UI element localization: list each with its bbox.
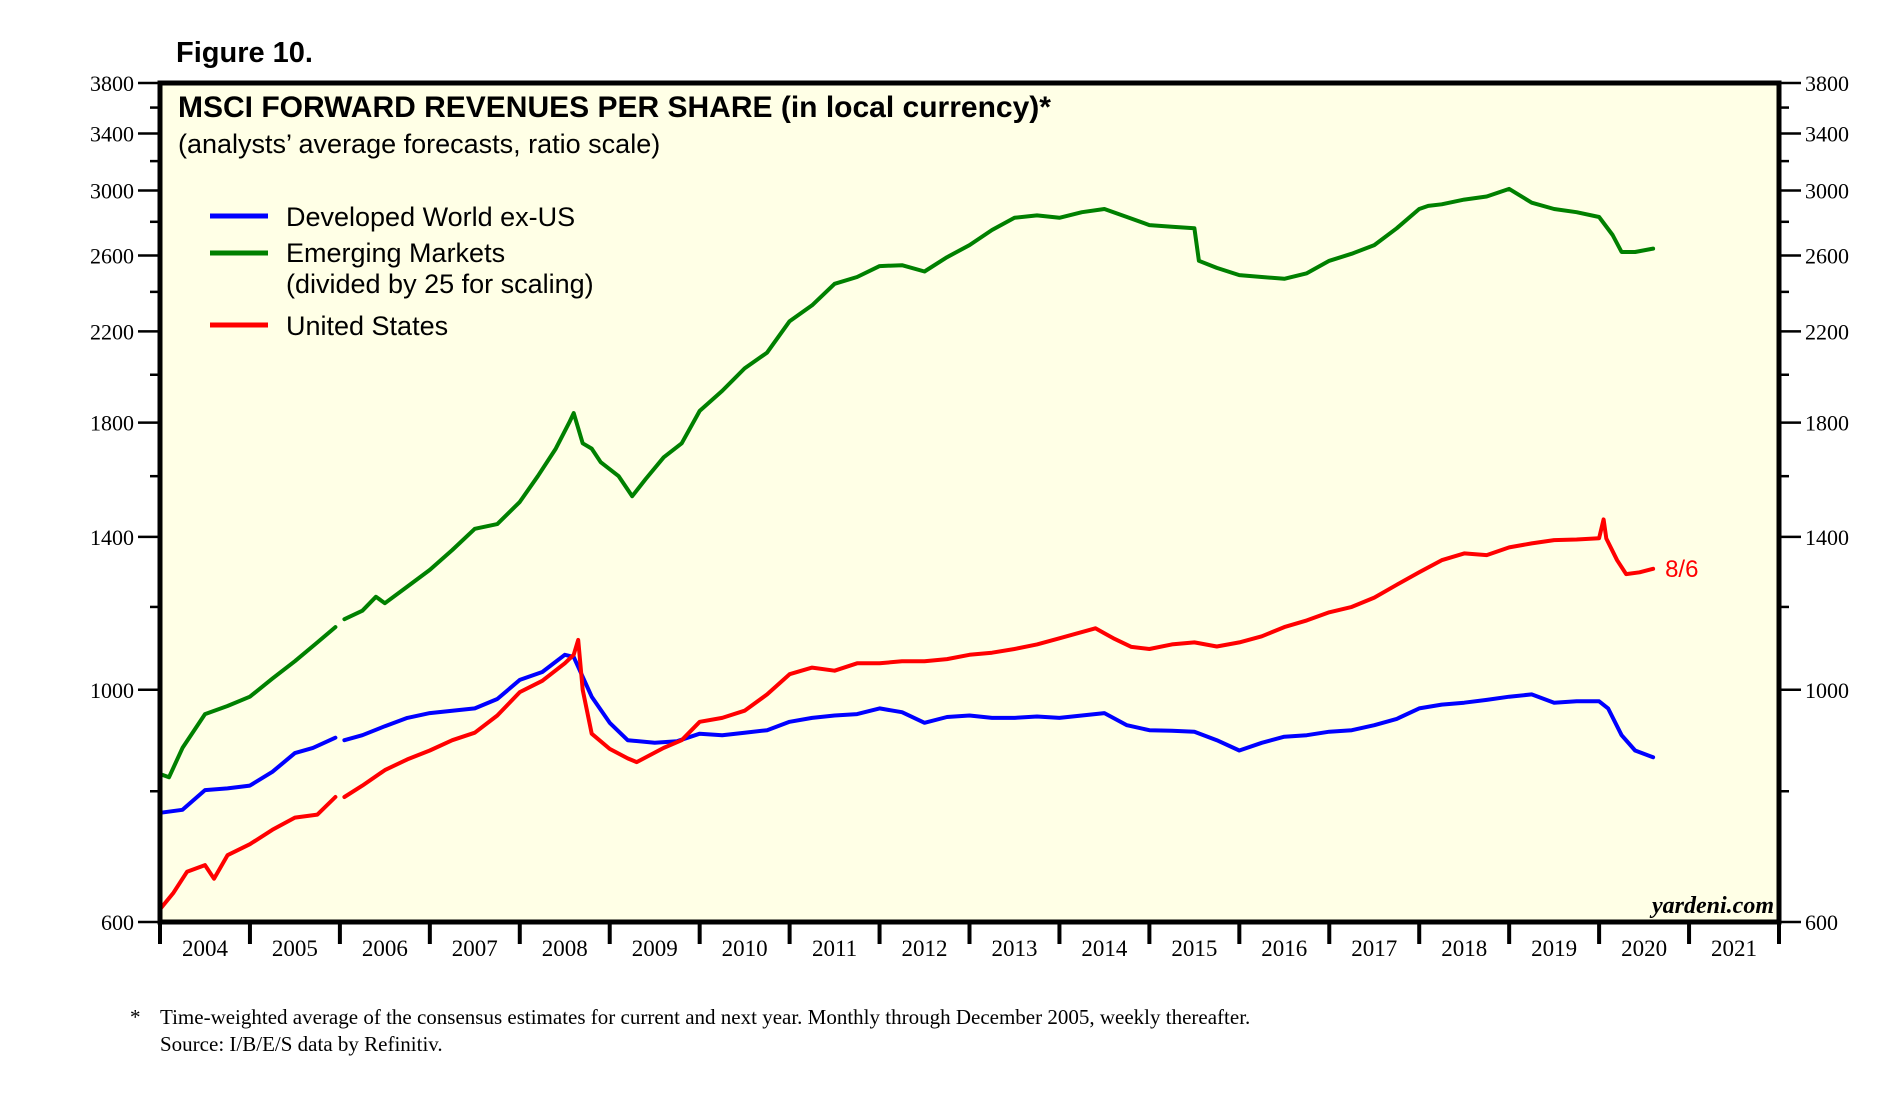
x-tick-label: 2007 bbox=[452, 936, 498, 961]
right-tick-label: 3800 bbox=[1805, 71, 1849, 96]
left-tick-label: 1000 bbox=[90, 678, 134, 703]
x-tick-label: 2005 bbox=[272, 936, 318, 961]
footnote-marker: * bbox=[130, 1005, 141, 1029]
figure-label: Figure 10. bbox=[176, 37, 313, 69]
x-tick-label: 2017 bbox=[1351, 936, 1397, 961]
left-tick-label: 1800 bbox=[90, 411, 134, 436]
left-tick-label: 600 bbox=[101, 910, 134, 935]
x-tick-label: 2006 bbox=[362, 936, 408, 961]
legend: Developed World ex-US Emerging Markets (… bbox=[210, 202, 594, 341]
x-tick-label: 2008 bbox=[542, 936, 588, 961]
right-tick-label: 3000 bbox=[1805, 178, 1849, 203]
right-tick-label: 1400 bbox=[1805, 525, 1849, 550]
x-tick-label: 2012 bbox=[902, 936, 948, 961]
left-tick-label: 1400 bbox=[90, 525, 134, 550]
series-line-developed-world-ex-us bbox=[342, 652, 1656, 760]
right-tick-label: 600 bbox=[1805, 910, 1838, 935]
x-tick-label: 2018 bbox=[1441, 936, 1487, 961]
series-line-emerging-markets-divided-by-25-for-scaling bbox=[158, 625, 338, 780]
x-tick-label: 2009 bbox=[632, 936, 678, 961]
chart-subtitle: (analysts’ average forecasts, ratio scal… bbox=[178, 129, 660, 159]
x-axis: 2004 2005 2006 2007 2008 2009 2010 2011 2012 2013… bbox=[158, 922, 1781, 961]
series-layer bbox=[158, 186, 1656, 912]
x-tick-label: 2004 bbox=[182, 936, 229, 961]
x-tick-label: 2014 bbox=[1081, 936, 1128, 961]
us-end-date-label: 8/6 bbox=[1665, 556, 1698, 583]
left-y-axis: 600 1000 1400 1800 2200 2600 3000 3400 3800 bbox=[90, 71, 160, 935]
plot-frame bbox=[157, 80, 1782, 925]
x-tick-label: 2010 bbox=[722, 936, 768, 961]
legend-label-united-states: United States bbox=[286, 311, 448, 341]
series-line-united-states bbox=[158, 795, 338, 912]
right-tick-label: 1800 bbox=[1805, 411, 1849, 436]
plot-area bbox=[160, 83, 1779, 922]
x-tick-label: 2011 bbox=[812, 936, 857, 961]
watermark: yardeni.com bbox=[1649, 893, 1774, 919]
left-tick-label: 3800 bbox=[90, 71, 134, 96]
legend-label-emerging-markets: Emerging Markets bbox=[286, 238, 505, 268]
right-tick-label: 2200 bbox=[1805, 319, 1849, 344]
right-tick-label: 3400 bbox=[1805, 122, 1849, 147]
x-tick-label: 2020 bbox=[1621, 936, 1667, 961]
series-line-developed-world-ex-us bbox=[158, 735, 338, 815]
left-tick-label: 2200 bbox=[90, 319, 134, 344]
legend-label-developed-world: Developed World ex-US bbox=[286, 202, 575, 232]
x-tick-label: 2013 bbox=[991, 936, 1037, 961]
legend-label-emerging-markets-note: (divided by 25 for scaling) bbox=[286, 269, 594, 299]
left-tick-label: 3000 bbox=[90, 178, 134, 203]
footnote-source: Source: I/B/E/S data by Refinitiv. bbox=[160, 1032, 443, 1056]
right-y-axis: 600 1000 1400 1800 2200 2600 3000 3400 3800 bbox=[1779, 71, 1849, 935]
x-tick-label: 2021 bbox=[1711, 936, 1757, 961]
x-tick-label: 2015 bbox=[1171, 936, 1217, 961]
x-tick-label: 2019 bbox=[1531, 936, 1577, 961]
footnote-line-1: Time-weighted average of the consensus e… bbox=[160, 1005, 1250, 1029]
x-tick-label: 2016 bbox=[1261, 936, 1307, 961]
right-tick-label: 2600 bbox=[1805, 243, 1849, 268]
series-line-emerging-markets-divided-by-25-for-scaling bbox=[342, 186, 1656, 622]
left-tick-label: 2600 bbox=[90, 243, 134, 268]
series-line-united-states bbox=[342, 517, 1656, 799]
left-tick-label: 3400 bbox=[90, 122, 134, 147]
chart-title: MSCI FORWARD REVENUES PER SHARE (in loca… bbox=[178, 91, 1051, 124]
right-tick-label: 1000 bbox=[1805, 678, 1849, 703]
